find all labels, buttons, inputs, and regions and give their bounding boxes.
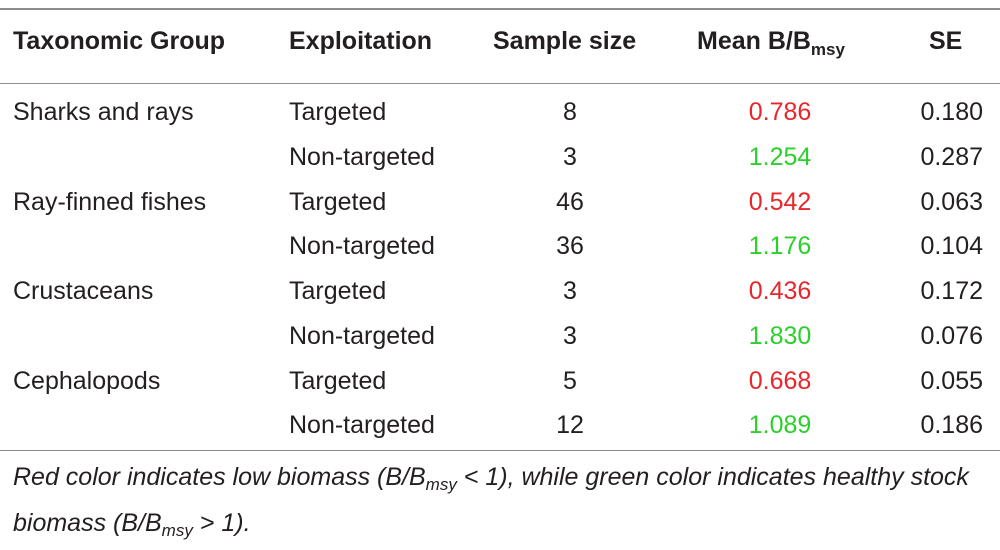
- table-row: Ray-finned fishes Targeted 46 0.542 0.063: [0, 188, 1000, 232]
- cell-mean-b-bmsy: 1.830: [748, 322, 812, 350]
- cell-exploitation: Targeted: [289, 98, 387, 126]
- cell-sample-size: 8: [563, 98, 577, 126]
- table-footnote: Red color indicates low biomass (B/Bmsy …: [13, 458, 988, 550]
- cell-se: 0.076: [920, 322, 983, 350]
- cell-sample-size: 3: [563, 143, 577, 171]
- cell-mean-b-bmsy: 1.254: [748, 143, 812, 171]
- cell-exploitation: Non-targeted: [289, 411, 435, 439]
- header-mean-b-bmsy: Mean B/Bmsy: [697, 27, 845, 60]
- cell-taxonomic-group: Sharks and rays: [13, 98, 194, 126]
- header-taxonomic-group: Taxonomic Group: [13, 27, 226, 55]
- cell-sample-size: 5: [563, 367, 577, 395]
- cell-sample-size: 12: [556, 411, 584, 439]
- cell-se: 0.063: [920, 188, 983, 216]
- header-sample-size: Sample size: [493, 27, 637, 55]
- cell-se: 0.055: [920, 367, 983, 395]
- cell-se: 0.186: [920, 411, 983, 439]
- footnote-sub-1: msy: [425, 475, 457, 494]
- cell-sample-size: 36: [556, 232, 584, 260]
- cell-taxonomic-group: Ray-finned fishes: [13, 188, 207, 216]
- table-top-rule: [0, 8, 1000, 10]
- footnote-text-2: < 1), while green color indicates health…: [13, 463, 969, 537]
- table-bottom-rule: [0, 450, 1000, 451]
- cell-se: 0.287: [920, 143, 983, 171]
- cell-se: 0.172: [920, 277, 983, 305]
- cell-exploitation: Non-targeted: [289, 322, 435, 350]
- cell-mean-b-bmsy: 1.176: [748, 232, 812, 260]
- table-row: Crustaceans Targeted 3 0.436 0.172: [0, 277, 1000, 321]
- footnote-text-1: Red color indicates low biomass (B/B: [13, 463, 426, 491]
- cell-se: 0.180: [920, 98, 983, 126]
- cell-sample-size: 46: [556, 188, 584, 216]
- table-row: Sharks and rays Targeted 8 0.786 0.180: [0, 98, 1000, 142]
- cell-taxonomic-group: Cephalopods: [13, 367, 161, 395]
- cell-taxonomic-group: Crustaceans: [13, 277, 154, 305]
- cell-exploitation: Non-targeted: [289, 232, 435, 260]
- table-row: Non-targeted 36 1.176 0.104: [0, 232, 1000, 276]
- header-mean-main: Mean B/B: [697, 27, 811, 55]
- cell-exploitation: Non-targeted: [289, 143, 435, 171]
- table-header-rule: [0, 83, 1000, 84]
- cell-mean-b-bmsy: 0.436: [748, 277, 812, 305]
- header-se: SE: [929, 27, 963, 55]
- cell-se: 0.104: [920, 232, 983, 260]
- cell-sample-size: 3: [563, 277, 577, 305]
- cell-exploitation: Targeted: [289, 367, 387, 395]
- table-row: Non-targeted 3 1.830 0.076: [0, 322, 1000, 366]
- cell-mean-b-bmsy: 0.542: [748, 188, 812, 216]
- cell-mean-b-bmsy: 0.786: [748, 98, 812, 126]
- table-row: Non-targeted 3 1.254 0.287: [0, 143, 1000, 187]
- cell-exploitation: Targeted: [289, 277, 387, 305]
- table-row: Non-targeted 12 1.089 0.186: [0, 411, 1000, 455]
- header-exploitation: Exploitation: [289, 27, 433, 55]
- cell-sample-size: 3: [563, 322, 577, 350]
- cell-mean-b-bmsy: 0.668: [748, 367, 812, 395]
- header-mean-sub: msy: [810, 40, 845, 59]
- footnote-text-3: > 1).: [192, 509, 251, 537]
- cell-mean-b-bmsy: 1.089: [748, 411, 812, 439]
- footnote-sub-2: msy: [161, 521, 193, 540]
- cell-exploitation: Targeted: [289, 188, 387, 216]
- table-row: Cephalopods Targeted 5 0.668 0.055: [0, 367, 1000, 411]
